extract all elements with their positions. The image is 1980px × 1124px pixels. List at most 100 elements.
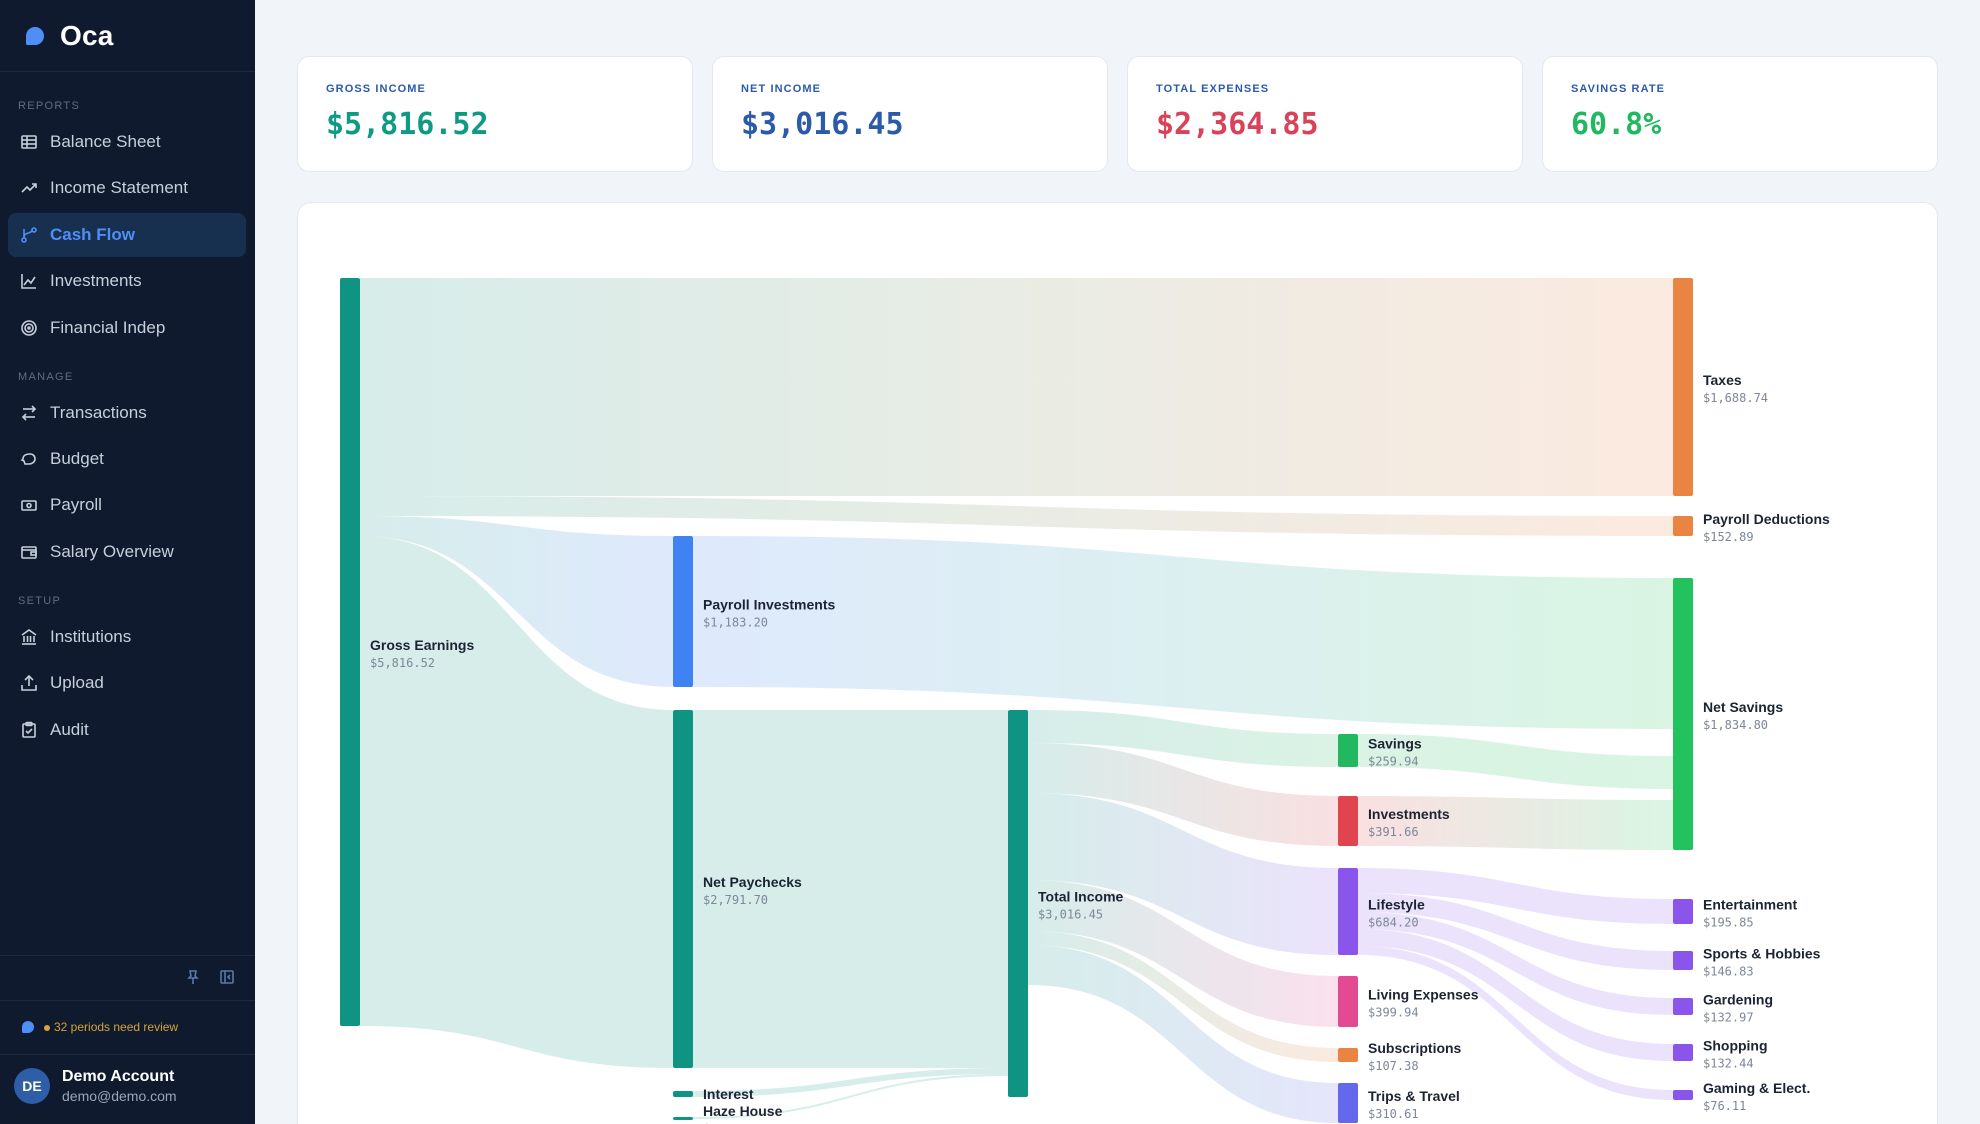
- sidebar-item-balance-sheet[interactable]: Balance Sheet: [8, 120, 246, 164]
- account-email: demo@demo.com: [62, 1088, 177, 1104]
- kpi-card-total-expenses: TOTAL EXPENSES $2,364.85: [1127, 56, 1523, 172]
- section-label-reports: REPORTS: [18, 100, 81, 112]
- sankey-node-value: $3,016.45: [1038, 908, 1103, 922]
- sankey-node-value: $391.66: [1368, 825, 1419, 839]
- piggy-bank-icon: [20, 450, 38, 468]
- sidebar-item-upload[interactable]: Upload: [8, 661, 246, 705]
- sankey-node-gaming[interactable]: [1673, 1090, 1693, 1100]
- sankey-link-lifestyle-shopping[interactable]: [1358, 929, 1673, 1061]
- sankey-link-savings-netsav[interactable]: [1358, 734, 1673, 789]
- sankey-link-total-investments[interactable]: [1028, 743, 1338, 846]
- sankey-link-lifestyle-garden[interactable]: [1358, 912, 1673, 1015]
- sankey-link-lifestyle-gaming[interactable]: [1358, 946, 1673, 1100]
- sankey-node-label: Gross Earnings: [370, 637, 474, 653]
- sankey-link-total-savings[interactable]: [1028, 710, 1338, 767]
- sankey-node-entertain[interactable]: [1673, 899, 1693, 924]
- sankey-node-lifestyle[interactable]: [1338, 868, 1358, 955]
- sankey-node-value: $1,183.20: [703, 616, 768, 630]
- sankey-node-value: $399.94: [1368, 1006, 1419, 1020]
- sidebar-item-label: Audit: [50, 720, 89, 739]
- sankey-node-label: Total Income: [1038, 889, 1124, 905]
- brand-header[interactable]: Oca: [0, 0, 255, 72]
- sankey-link-gross-payinv[interactable]: [360, 516, 673, 687]
- sankey-node-value: $152.89: [1703, 530, 1754, 544]
- sankey-node-label: Lifestyle: [1368, 897, 1425, 913]
- sidebar-item-transactions[interactable]: Transactions: [8, 391, 246, 435]
- sankey-link-total-trips[interactable]: [1028, 945, 1338, 1123]
- sidebar-item-label: Income Statement: [50, 178, 188, 197]
- sidebar-item-salary-overview[interactable]: Salary Overview: [8, 530, 246, 574]
- sankey-node-total[interactable]: [1008, 710, 1028, 1097]
- sidebar-item-audit[interactable]: Audit: [8, 708, 246, 752]
- account-menu[interactable]: DE Demo Account demo@demo.com: [14, 1068, 177, 1104]
- sankey-link-interest-total[interactable]: [693, 1068, 1008, 1097]
- sankey-node-label: Gaming & Elect.: [1703, 1080, 1810, 1096]
- sidebar-item-label: Balance Sheet: [50, 132, 161, 151]
- sankey-link-payinv-netsav[interactable]: [693, 536, 1673, 729]
- sankey-node-label: Entertainment: [1703, 897, 1797, 913]
- kpi-value: $5,816.52: [326, 107, 489, 142]
- sankey-node-netpay[interactable]: [673, 710, 693, 1068]
- sankey-node-value: $684.20: [1368, 916, 1419, 930]
- sankey-node-taxes[interactable]: [1673, 278, 1693, 496]
- sankey-link-gross-taxes[interactable]: [360, 278, 1673, 496]
- review-notice[interactable]: 32 periods need review: [22, 1020, 178, 1034]
- sankey-node-investments[interactable]: [1338, 796, 1358, 846]
- sankey-link-total-lifestyle[interactable]: [1028, 793, 1338, 955]
- sidebar-item-label: Investments: [50, 271, 142, 290]
- sankey-link-total-subs[interactable]: [1028, 931, 1338, 1062]
- sankey-link-lifestyle-entertain[interactable]: [1358, 868, 1673, 924]
- section-label-setup: SETUP: [18, 595, 62, 607]
- sidebar-item-label: Payroll: [50, 495, 102, 514]
- collapse-sidebar-icon[interactable]: [218, 968, 236, 986]
- upload-icon: [20, 674, 38, 692]
- sankey-node-subs[interactable]: [1338, 1048, 1358, 1062]
- sidebar-divider: [0, 955, 255, 956]
- sankey-node-interest[interactable]: [673, 1091, 693, 1097]
- sankey-link-total-living[interactable]: [1028, 880, 1338, 1027]
- sidebar-item-budget[interactable]: Budget: [8, 437, 246, 481]
- sankey-node-shopping[interactable]: [1673, 1044, 1693, 1061]
- sidebar-item-financial-indep[interactable]: Financial Indep: [8, 306, 246, 350]
- account-info: Demo Account demo@demo.com: [62, 1068, 177, 1104]
- sankey-link-netpay-total[interactable]: [693, 710, 1008, 1068]
- avatar: DE: [14, 1068, 50, 1104]
- pin-icon[interactable]: [184, 968, 202, 986]
- sankey-node-trips[interactable]: [1338, 1083, 1358, 1123]
- sankey-node-garden[interactable]: [1673, 998, 1693, 1015]
- kpi-label: NET INCOME: [741, 83, 822, 95]
- sidebar-divider: [0, 1000, 255, 1001]
- sankey-node-savings[interactable]: [1338, 734, 1358, 767]
- sankey-node-label: Net Savings: [1703, 699, 1783, 715]
- sankey-link-lifestyle-sports[interactable]: [1358, 893, 1673, 970]
- sankey-node-living[interactable]: [1338, 976, 1358, 1027]
- kpi-card-savings-rate: SAVINGS RATE 60.8%: [1542, 56, 1938, 172]
- sankey-node-label: Subscriptions: [1368, 1040, 1462, 1056]
- sankey-node-haze[interactable]: [673, 1117, 693, 1120]
- sidebar-divider: [0, 1054, 255, 1055]
- kpi-label: GROSS INCOME: [326, 83, 426, 95]
- sankey-chart: Gross Earnings $5,816.52 Payroll Investmen…: [340, 278, 1830, 1124]
- sankey-node-netsav[interactable]: [1673, 578, 1693, 850]
- sankey-link-investments-netsav[interactable]: [1358, 796, 1673, 850]
- sankey-node-label: Payroll Deductions: [1703, 511, 1830, 527]
- sidebar-item-payroll[interactable]: Payroll: [8, 483, 246, 527]
- sankey-link-gross-payded[interactable]: [360, 496, 1673, 536]
- kpi-card-gross-income: GROSS INCOME $5,816.52: [297, 56, 693, 172]
- sidebar-item-cash-flow[interactable]: Cash Flow: [8, 213, 246, 257]
- sankey-node-payded[interactable]: [1673, 516, 1693, 536]
- sankey-node-sports[interactable]: [1673, 951, 1693, 970]
- sidebar-item-institutions[interactable]: Institutions: [8, 615, 246, 659]
- sankey-link-haze-total[interactable]: [693, 1074, 1008, 1119]
- sidebar-item-investments[interactable]: Investments: [8, 259, 246, 303]
- line-chart-icon: [20, 272, 38, 290]
- sankey-node-payinv[interactable]: [673, 536, 693, 687]
- bank-icon: [20, 628, 38, 646]
- sankey-node-value: $5,816.52: [370, 656, 435, 670]
- sankey-node-label: Haze House: [703, 1103, 783, 1119]
- sidebar-item-income-statement[interactable]: Income Statement: [8, 166, 246, 210]
- clipboard-check-icon: [20, 721, 38, 739]
- sankey-node-gross[interactable]: [340, 278, 360, 1026]
- sidebar-item-label: Cash Flow: [50, 225, 136, 244]
- sankey-link-gross-netpay[interactable]: [360, 536, 673, 1068]
